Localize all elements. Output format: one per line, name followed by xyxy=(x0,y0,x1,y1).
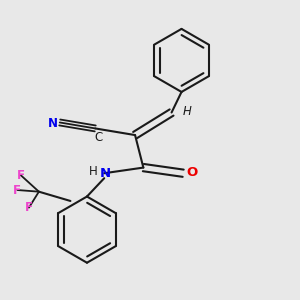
Text: H: H xyxy=(183,105,192,118)
Text: H: H xyxy=(89,165,98,178)
Text: O: O xyxy=(187,166,198,179)
Text: F: F xyxy=(16,169,25,182)
Text: F: F xyxy=(13,184,21,196)
Text: N: N xyxy=(100,167,111,180)
Text: N: N xyxy=(47,117,58,130)
Text: F: F xyxy=(25,201,33,214)
Text: C: C xyxy=(94,130,103,144)
